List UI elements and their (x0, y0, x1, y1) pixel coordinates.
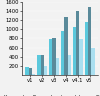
Bar (88, 7, 91, 75)
Bar (29, 69, 32, 75)
Bar (73, 26, 76, 75)
Bar (79, 39, 83, 75)
Bar (32, 74, 35, 75)
Bar (44, 66, 47, 75)
Bar (52, 38, 56, 75)
Bar (64, 17, 68, 75)
Bar (49, 39, 52, 75)
Legend: Keywords, Parameters/mandatory, Structures: Keywords, Parameters/mandatory, Structur… (0, 95, 100, 96)
Bar (85, 22, 88, 75)
Bar (56, 58, 59, 75)
Bar (26, 67, 29, 75)
Bar (68, 55, 71, 75)
Bar (76, 11, 79, 75)
Bar (91, 48, 94, 75)
Bar (61, 31, 64, 75)
Bar (41, 55, 44, 75)
Bar (37, 55, 41, 75)
